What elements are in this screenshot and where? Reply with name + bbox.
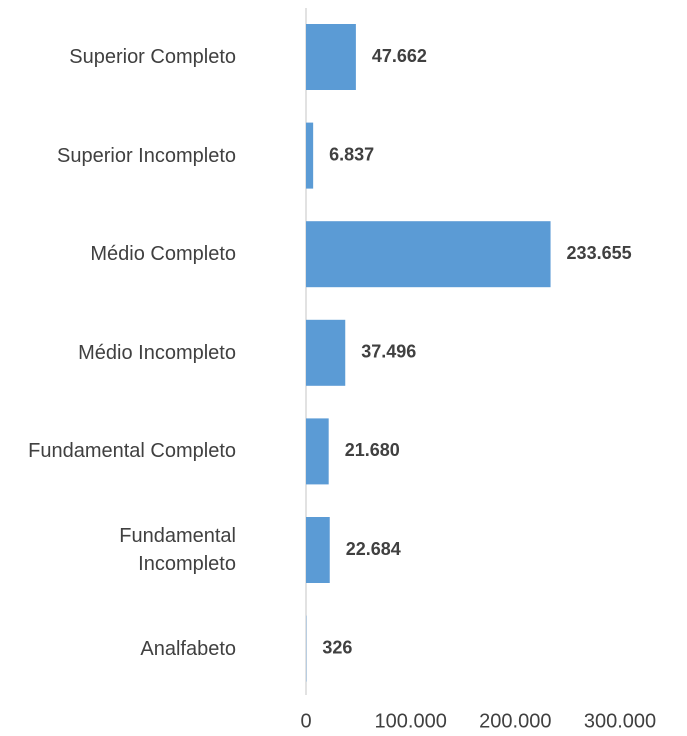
bar bbox=[306, 517, 330, 583]
category-label: Fundamental Incompleto bbox=[119, 525, 236, 575]
bar bbox=[306, 122, 314, 189]
value-label: 6.837 bbox=[329, 144, 374, 164]
bar bbox=[306, 221, 551, 288]
value-label: 233.655 bbox=[567, 243, 632, 263]
category-label: Médio Incompleto bbox=[78, 341, 236, 364]
x-tick-label: 0 bbox=[300, 710, 311, 732]
value-label: 326 bbox=[322, 637, 352, 657]
value-label: 37.496 bbox=[361, 342, 416, 362]
value-label: 22.684 bbox=[346, 539, 401, 559]
value-label: 21.680 bbox=[345, 440, 400, 460]
category-label: Analfabeto bbox=[140, 637, 236, 660]
bar bbox=[306, 319, 346, 386]
category-label: Médio Completo bbox=[90, 243, 236, 266]
x-tick-label: 300.000 bbox=[584, 710, 656, 732]
x-tick-label: 200.000 bbox=[479, 710, 551, 732]
x-tick-label: 100.000 bbox=[375, 710, 447, 732]
category-label: Superior Incompleto bbox=[57, 144, 236, 167]
category-label: Fundamental Completo bbox=[28, 440, 236, 463]
category-label: Superior Completo bbox=[69, 46, 236, 68]
value-label: 47.662 bbox=[372, 46, 427, 66]
bar bbox=[306, 24, 356, 90]
bar bbox=[306, 418, 329, 485]
